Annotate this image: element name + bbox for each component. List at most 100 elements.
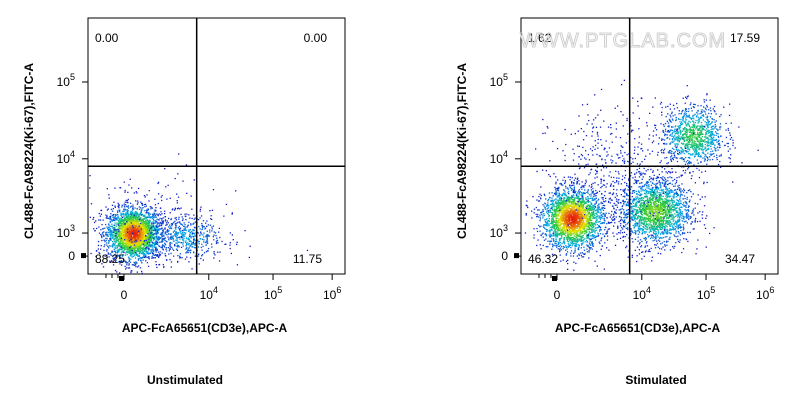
event-dot [130, 255, 132, 257]
event-dot [148, 200, 150, 202]
event-dot [182, 219, 184, 222]
event-dot [145, 260, 147, 262]
event-dot [188, 238, 191, 240]
event-dot [126, 251, 128, 254]
event-dot [150, 227, 152, 229]
event-dot [543, 226, 545, 229]
event-dot [553, 221, 555, 223]
event-dot [543, 213, 545, 215]
event-dot [179, 236, 181, 238]
event-dot [148, 245, 150, 248]
event-dot [146, 212, 148, 214]
event-dot [122, 231, 124, 233]
event-dot [98, 212, 100, 215]
event-dot [140, 214, 142, 216]
event-dot [141, 262, 143, 264]
event-dot [132, 241, 134, 243]
event-dot [152, 221, 154, 223]
event-dot [136, 221, 138, 223]
event-dot [131, 245, 133, 247]
event-dot [157, 215, 159, 217]
event-dot [597, 217, 599, 219]
event-dot [116, 233, 118, 235]
event-dot [538, 224, 540, 227]
event-dot [119, 241, 121, 243]
event-dot [577, 209, 579, 211]
event-dot [118, 226, 120, 228]
event-dot [576, 200, 578, 202]
event-dot [192, 243, 194, 245]
event-dot [179, 222, 181, 224]
event-dot [145, 221, 147, 224]
event-dot [203, 239, 205, 241]
event-dot [143, 218, 145, 220]
event-dot [109, 218, 111, 220]
event-dot [142, 245, 145, 247]
event-dot [139, 237, 142, 239]
event-dot [170, 227, 172, 230]
event-dot [162, 220, 164, 222]
event-dot [131, 219, 133, 221]
event-dot [115, 234, 117, 237]
event-dot [123, 210, 126, 212]
event-dot [123, 226, 125, 228]
event-dot [136, 217, 138, 219]
event-dot [111, 220, 113, 222]
event-dot [149, 227, 151, 229]
event-dot [595, 197, 597, 199]
event-dot [135, 240, 137, 243]
event-dot [546, 210, 548, 212]
event-dot [169, 245, 171, 247]
event-dot [205, 244, 207, 246]
event-dot [141, 208, 143, 210]
event-dot [592, 207, 594, 209]
event-dot [575, 242, 577, 245]
event-dot [142, 251, 145, 254]
event-dot [212, 189, 215, 191]
event-dot [123, 205, 125, 207]
x-zero-marker [118, 276, 124, 281]
event-dot [126, 214, 128, 216]
event-dot [169, 212, 171, 214]
event-dot [160, 232, 162, 234]
event-dot [582, 213, 584, 215]
event-dot [591, 244, 594, 246]
event-dot [142, 250, 144, 252]
event-dot [564, 181, 566, 183]
event-dot [133, 232, 135, 234]
event-dot [127, 219, 129, 221]
event-dot [213, 234, 215, 236]
event-dot [162, 223, 164, 225]
event-dot [109, 237, 112, 239]
event-dot [189, 245, 192, 247]
event-dot [582, 253, 585, 255]
event-dot [106, 257, 108, 259]
event-dot [156, 229, 158, 231]
event-dot [186, 256, 188, 258]
event-dot [131, 214, 133, 216]
event-dot [578, 199, 580, 201]
event-dot [124, 191, 126, 193]
event-dot [555, 245, 557, 247]
event-dot [132, 229, 135, 231]
event-dot [152, 236, 154, 238]
event-dot [146, 246, 148, 249]
event-dot [206, 241, 208, 243]
event-dot [150, 216, 152, 218]
event-dot [192, 241, 194, 244]
event-dot [123, 227, 125, 229]
event-dot [155, 207, 157, 209]
event-dot [130, 225, 133, 227]
event-dot [549, 229, 551, 231]
event-dot [151, 246, 153, 248]
event-dot [151, 223, 153, 226]
event-dot [221, 240, 223, 243]
event-dot [114, 216, 116, 218]
event-dot [129, 217, 131, 219]
event-dot [129, 226, 131, 228]
event-dot [580, 194, 582, 196]
event-dot [206, 238, 208, 241]
event-dot [119, 242, 121, 245]
event-dot [109, 216, 111, 218]
event-dot [135, 218, 137, 220]
